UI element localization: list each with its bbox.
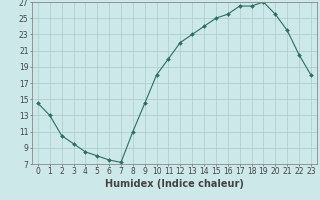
X-axis label: Humidex (Indice chaleur): Humidex (Indice chaleur) — [105, 179, 244, 189]
